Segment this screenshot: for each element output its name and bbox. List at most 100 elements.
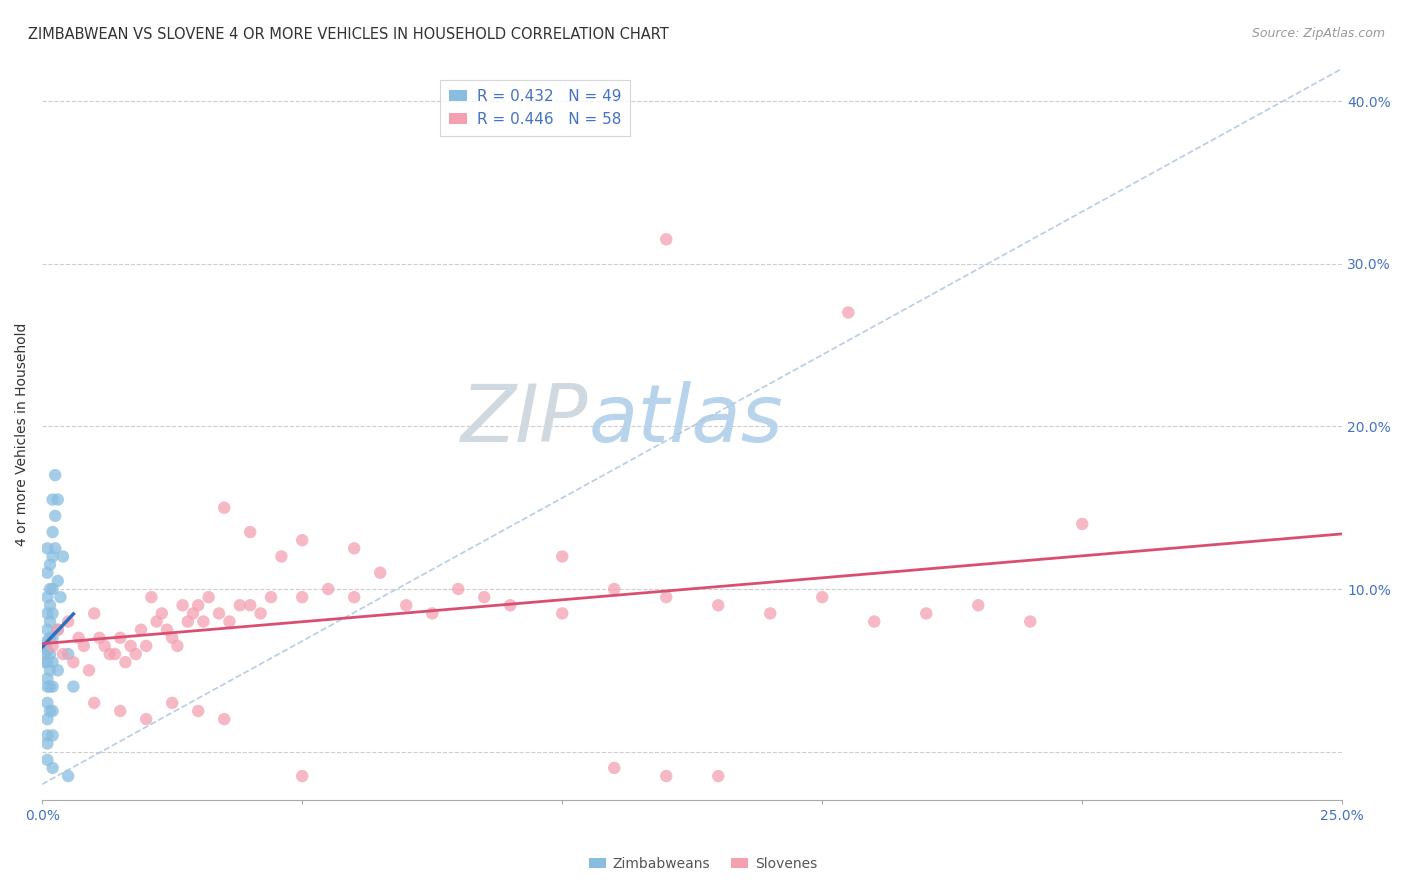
Point	[343, 541, 366, 556]
Point	[58, 615, 80, 629]
Point	[707, 599, 730, 613]
Point	[41, 639, 63, 653]
Point	[707, 769, 730, 783]
Point	[89, 631, 111, 645]
Point	[37, 623, 59, 637]
Point	[37, 541, 59, 556]
Point	[41, 524, 63, 539]
Point	[316, 582, 339, 596]
Point	[83, 696, 105, 710]
Point	[37, 696, 59, 710]
Point	[229, 599, 252, 613]
Point	[472, 590, 495, 604]
Text: atlas: atlas	[588, 381, 783, 458]
Point	[41, 761, 63, 775]
Point	[62, 655, 84, 669]
Point	[239, 524, 262, 539]
Point	[104, 647, 127, 661]
Point	[177, 615, 200, 629]
Point	[187, 599, 209, 613]
Point	[37, 753, 59, 767]
Point	[49, 590, 72, 604]
Point	[187, 704, 209, 718]
Point	[37, 737, 59, 751]
Point	[447, 582, 470, 596]
Point	[44, 508, 66, 523]
Point	[41, 704, 63, 718]
Point	[343, 590, 366, 604]
Point	[52, 549, 75, 564]
Point	[1071, 516, 1094, 531]
Point	[193, 615, 215, 629]
Text: ZIMBABWEAN VS SLOVENE 4 OR MORE VEHICLES IN HOUSEHOLD CORRELATION CHART: ZIMBABWEAN VS SLOVENE 4 OR MORE VEHICLES…	[28, 27, 669, 42]
Point	[160, 696, 183, 710]
Point	[145, 615, 167, 629]
Point	[37, 655, 59, 669]
Point	[239, 599, 262, 613]
Point	[160, 631, 183, 645]
Point	[212, 500, 235, 515]
Point	[46, 574, 69, 588]
Point	[249, 607, 271, 621]
Point	[37, 672, 59, 686]
Point	[77, 663, 100, 677]
Point	[759, 607, 782, 621]
Point	[395, 599, 418, 613]
Point	[811, 590, 834, 604]
Point	[41, 680, 63, 694]
Point	[46, 663, 69, 677]
Point	[181, 607, 204, 621]
Point	[39, 582, 62, 596]
Legend: R = 0.432   N = 49, R = 0.446   N = 58: R = 0.432 N = 49, R = 0.446 N = 58	[440, 79, 630, 136]
Point	[125, 647, 148, 661]
Point	[39, 558, 62, 572]
Point	[37, 566, 59, 580]
Point	[52, 647, 75, 661]
Point	[34, 647, 56, 661]
Point	[44, 468, 66, 483]
Point	[551, 607, 574, 621]
Point	[915, 607, 938, 621]
Point	[114, 655, 136, 669]
Point	[603, 582, 626, 596]
Point	[420, 607, 443, 621]
Point	[108, 631, 131, 645]
Point	[260, 590, 283, 604]
Point	[39, 631, 62, 645]
Point	[655, 769, 678, 783]
Point	[58, 647, 80, 661]
Point	[499, 599, 522, 613]
Point	[135, 639, 157, 653]
Legend: Zimbabweans, Slovenes: Zimbabweans, Slovenes	[583, 851, 823, 876]
Point	[141, 590, 163, 604]
Point	[863, 615, 886, 629]
Point	[108, 704, 131, 718]
Point	[41, 655, 63, 669]
Point	[41, 582, 63, 596]
Point	[37, 728, 59, 742]
Point	[41, 607, 63, 621]
Point	[150, 607, 173, 621]
Point	[837, 305, 859, 319]
Point	[93, 639, 115, 653]
Point	[135, 712, 157, 726]
Point	[368, 566, 391, 580]
Point	[603, 761, 626, 775]
Point	[39, 647, 62, 661]
Point	[212, 712, 235, 726]
Point	[83, 607, 105, 621]
Point	[46, 492, 69, 507]
Point	[41, 549, 63, 564]
Y-axis label: 4 or more Vehicles in Household: 4 or more Vehicles in Household	[15, 323, 30, 546]
Point	[73, 639, 96, 653]
Point	[41, 492, 63, 507]
Point	[39, 704, 62, 718]
Point	[39, 599, 62, 613]
Point	[58, 769, 80, 783]
Point	[208, 607, 231, 621]
Point	[37, 590, 59, 604]
Point	[129, 623, 152, 637]
Point	[1019, 615, 1042, 629]
Point	[46, 623, 69, 637]
Point	[967, 599, 990, 613]
